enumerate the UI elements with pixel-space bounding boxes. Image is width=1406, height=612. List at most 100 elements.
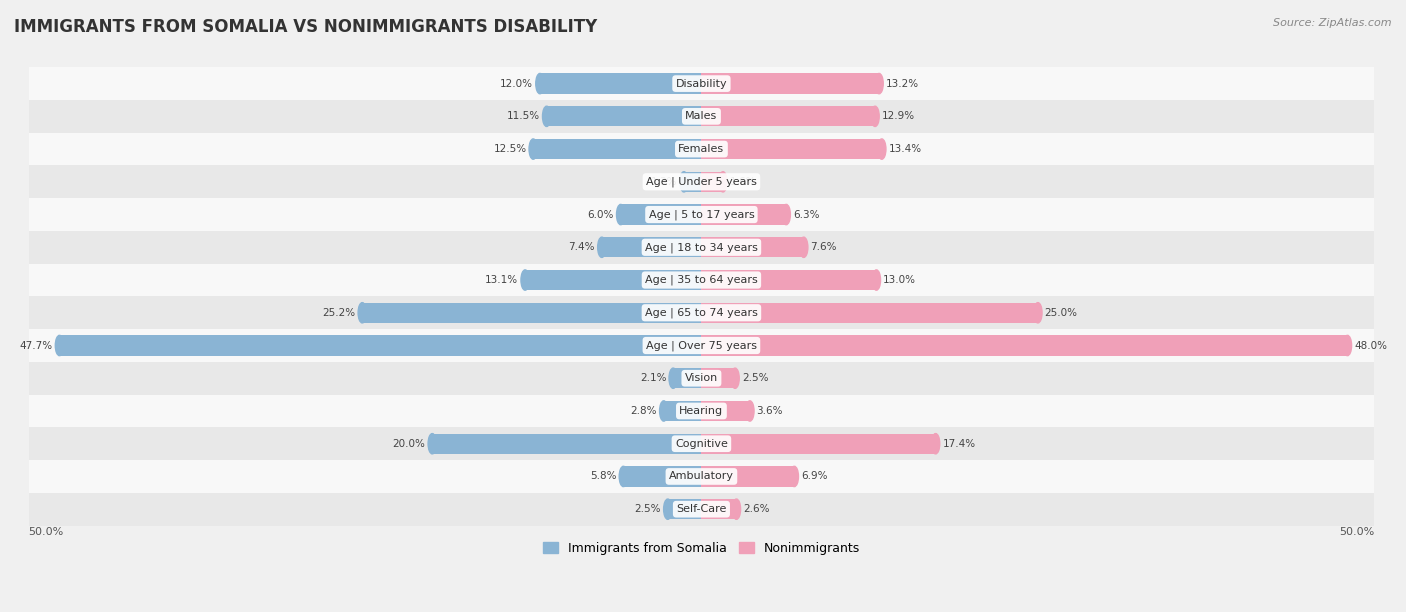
Bar [702, 466, 794, 487]
Circle shape [731, 368, 740, 389]
Bar [28, 100, 1374, 133]
Bar [702, 368, 735, 389]
Circle shape [877, 139, 886, 159]
Circle shape [1033, 302, 1042, 323]
Bar [620, 204, 702, 225]
Bar [28, 165, 1374, 198]
Bar [28, 395, 1374, 427]
Bar [432, 433, 702, 454]
Text: 6.3%: 6.3% [793, 209, 820, 220]
Text: Age | 35 to 64 years: Age | 35 to 64 years [645, 275, 758, 285]
Bar [540, 73, 702, 94]
Text: Males: Males [685, 111, 717, 121]
Bar [28, 329, 1374, 362]
Circle shape [616, 204, 624, 225]
Bar [702, 335, 1347, 356]
Bar [702, 106, 875, 127]
Legend: Immigrants from Somalia, Nonimmigrants: Immigrants from Somalia, Nonimmigrants [537, 537, 865, 560]
Text: 2.1%: 2.1% [640, 373, 666, 383]
Circle shape [733, 499, 741, 520]
Bar [702, 270, 876, 290]
Bar [28, 231, 1374, 264]
Text: Vision: Vision [685, 373, 718, 383]
Bar [702, 204, 786, 225]
Circle shape [875, 73, 883, 94]
Bar [28, 264, 1374, 296]
Bar [602, 237, 702, 258]
Text: 6.9%: 6.9% [801, 471, 828, 482]
Bar [28, 133, 1374, 165]
Circle shape [679, 171, 688, 192]
Text: Disability: Disability [676, 78, 727, 89]
Bar [702, 302, 1038, 323]
Circle shape [619, 466, 627, 487]
Circle shape [669, 368, 678, 389]
Text: Hearing: Hearing [679, 406, 724, 416]
Circle shape [790, 466, 799, 487]
Text: 12.5%: 12.5% [494, 144, 526, 154]
Bar [28, 198, 1374, 231]
Text: 3.6%: 3.6% [756, 406, 783, 416]
Bar [28, 362, 1374, 395]
Circle shape [870, 106, 879, 127]
Text: 2.5%: 2.5% [742, 373, 768, 383]
Text: 50.0%: 50.0% [28, 527, 63, 537]
Text: 7.4%: 7.4% [568, 242, 595, 252]
Circle shape [543, 106, 551, 127]
Circle shape [659, 401, 668, 421]
Bar [702, 499, 737, 520]
Circle shape [522, 270, 529, 290]
Text: 12.9%: 12.9% [882, 111, 915, 121]
Text: 1.3%: 1.3% [651, 177, 678, 187]
Text: Age | 5 to 17 years: Age | 5 to 17 years [648, 209, 754, 220]
Bar [28, 427, 1374, 460]
Text: Self-Care: Self-Care [676, 504, 727, 514]
Text: 47.7%: 47.7% [20, 340, 53, 351]
Bar [28, 493, 1374, 526]
Circle shape [536, 73, 544, 94]
Bar [683, 171, 702, 192]
Text: 25.2%: 25.2% [322, 308, 356, 318]
Text: Source: ZipAtlas.com: Source: ZipAtlas.com [1274, 18, 1392, 28]
Bar [59, 335, 702, 356]
Circle shape [55, 335, 63, 356]
Text: Ambulatory: Ambulatory [669, 471, 734, 482]
Circle shape [800, 237, 808, 258]
Text: 50.0%: 50.0% [1339, 527, 1374, 537]
Circle shape [529, 139, 537, 159]
Text: IMMIGRANTS FROM SOMALIA VS NONIMMIGRANTS DISABILITY: IMMIGRANTS FROM SOMALIA VS NONIMMIGRANTS… [14, 18, 598, 36]
Bar [668, 499, 702, 520]
Circle shape [745, 401, 754, 421]
Text: Age | 65 to 74 years: Age | 65 to 74 years [645, 307, 758, 318]
Circle shape [664, 499, 672, 520]
Bar [702, 171, 723, 192]
Text: Cognitive: Cognitive [675, 439, 728, 449]
Bar [28, 460, 1374, 493]
Text: 20.0%: 20.0% [392, 439, 426, 449]
Bar [702, 237, 804, 258]
Text: 25.0%: 25.0% [1045, 308, 1077, 318]
Bar [673, 368, 702, 389]
Text: 13.1%: 13.1% [485, 275, 519, 285]
Circle shape [782, 204, 790, 225]
Text: Age | 18 to 34 years: Age | 18 to 34 years [645, 242, 758, 253]
Text: 11.5%: 11.5% [506, 111, 540, 121]
Circle shape [872, 270, 880, 290]
Text: 2.5%: 2.5% [634, 504, 661, 514]
Circle shape [359, 302, 367, 323]
Text: 1.6%: 1.6% [730, 177, 756, 187]
Bar [702, 139, 882, 159]
Bar [702, 401, 749, 421]
Bar [547, 106, 702, 127]
Bar [702, 73, 879, 94]
Text: 7.6%: 7.6% [810, 242, 837, 252]
Circle shape [718, 171, 727, 192]
Bar [28, 67, 1374, 100]
Text: 48.0%: 48.0% [1354, 340, 1388, 351]
Text: Age | Over 75 years: Age | Over 75 years [645, 340, 756, 351]
Bar [524, 270, 702, 290]
Text: Females: Females [678, 144, 724, 154]
Text: Age | Under 5 years: Age | Under 5 years [645, 177, 756, 187]
Bar [702, 433, 935, 454]
Text: 2.8%: 2.8% [630, 406, 657, 416]
